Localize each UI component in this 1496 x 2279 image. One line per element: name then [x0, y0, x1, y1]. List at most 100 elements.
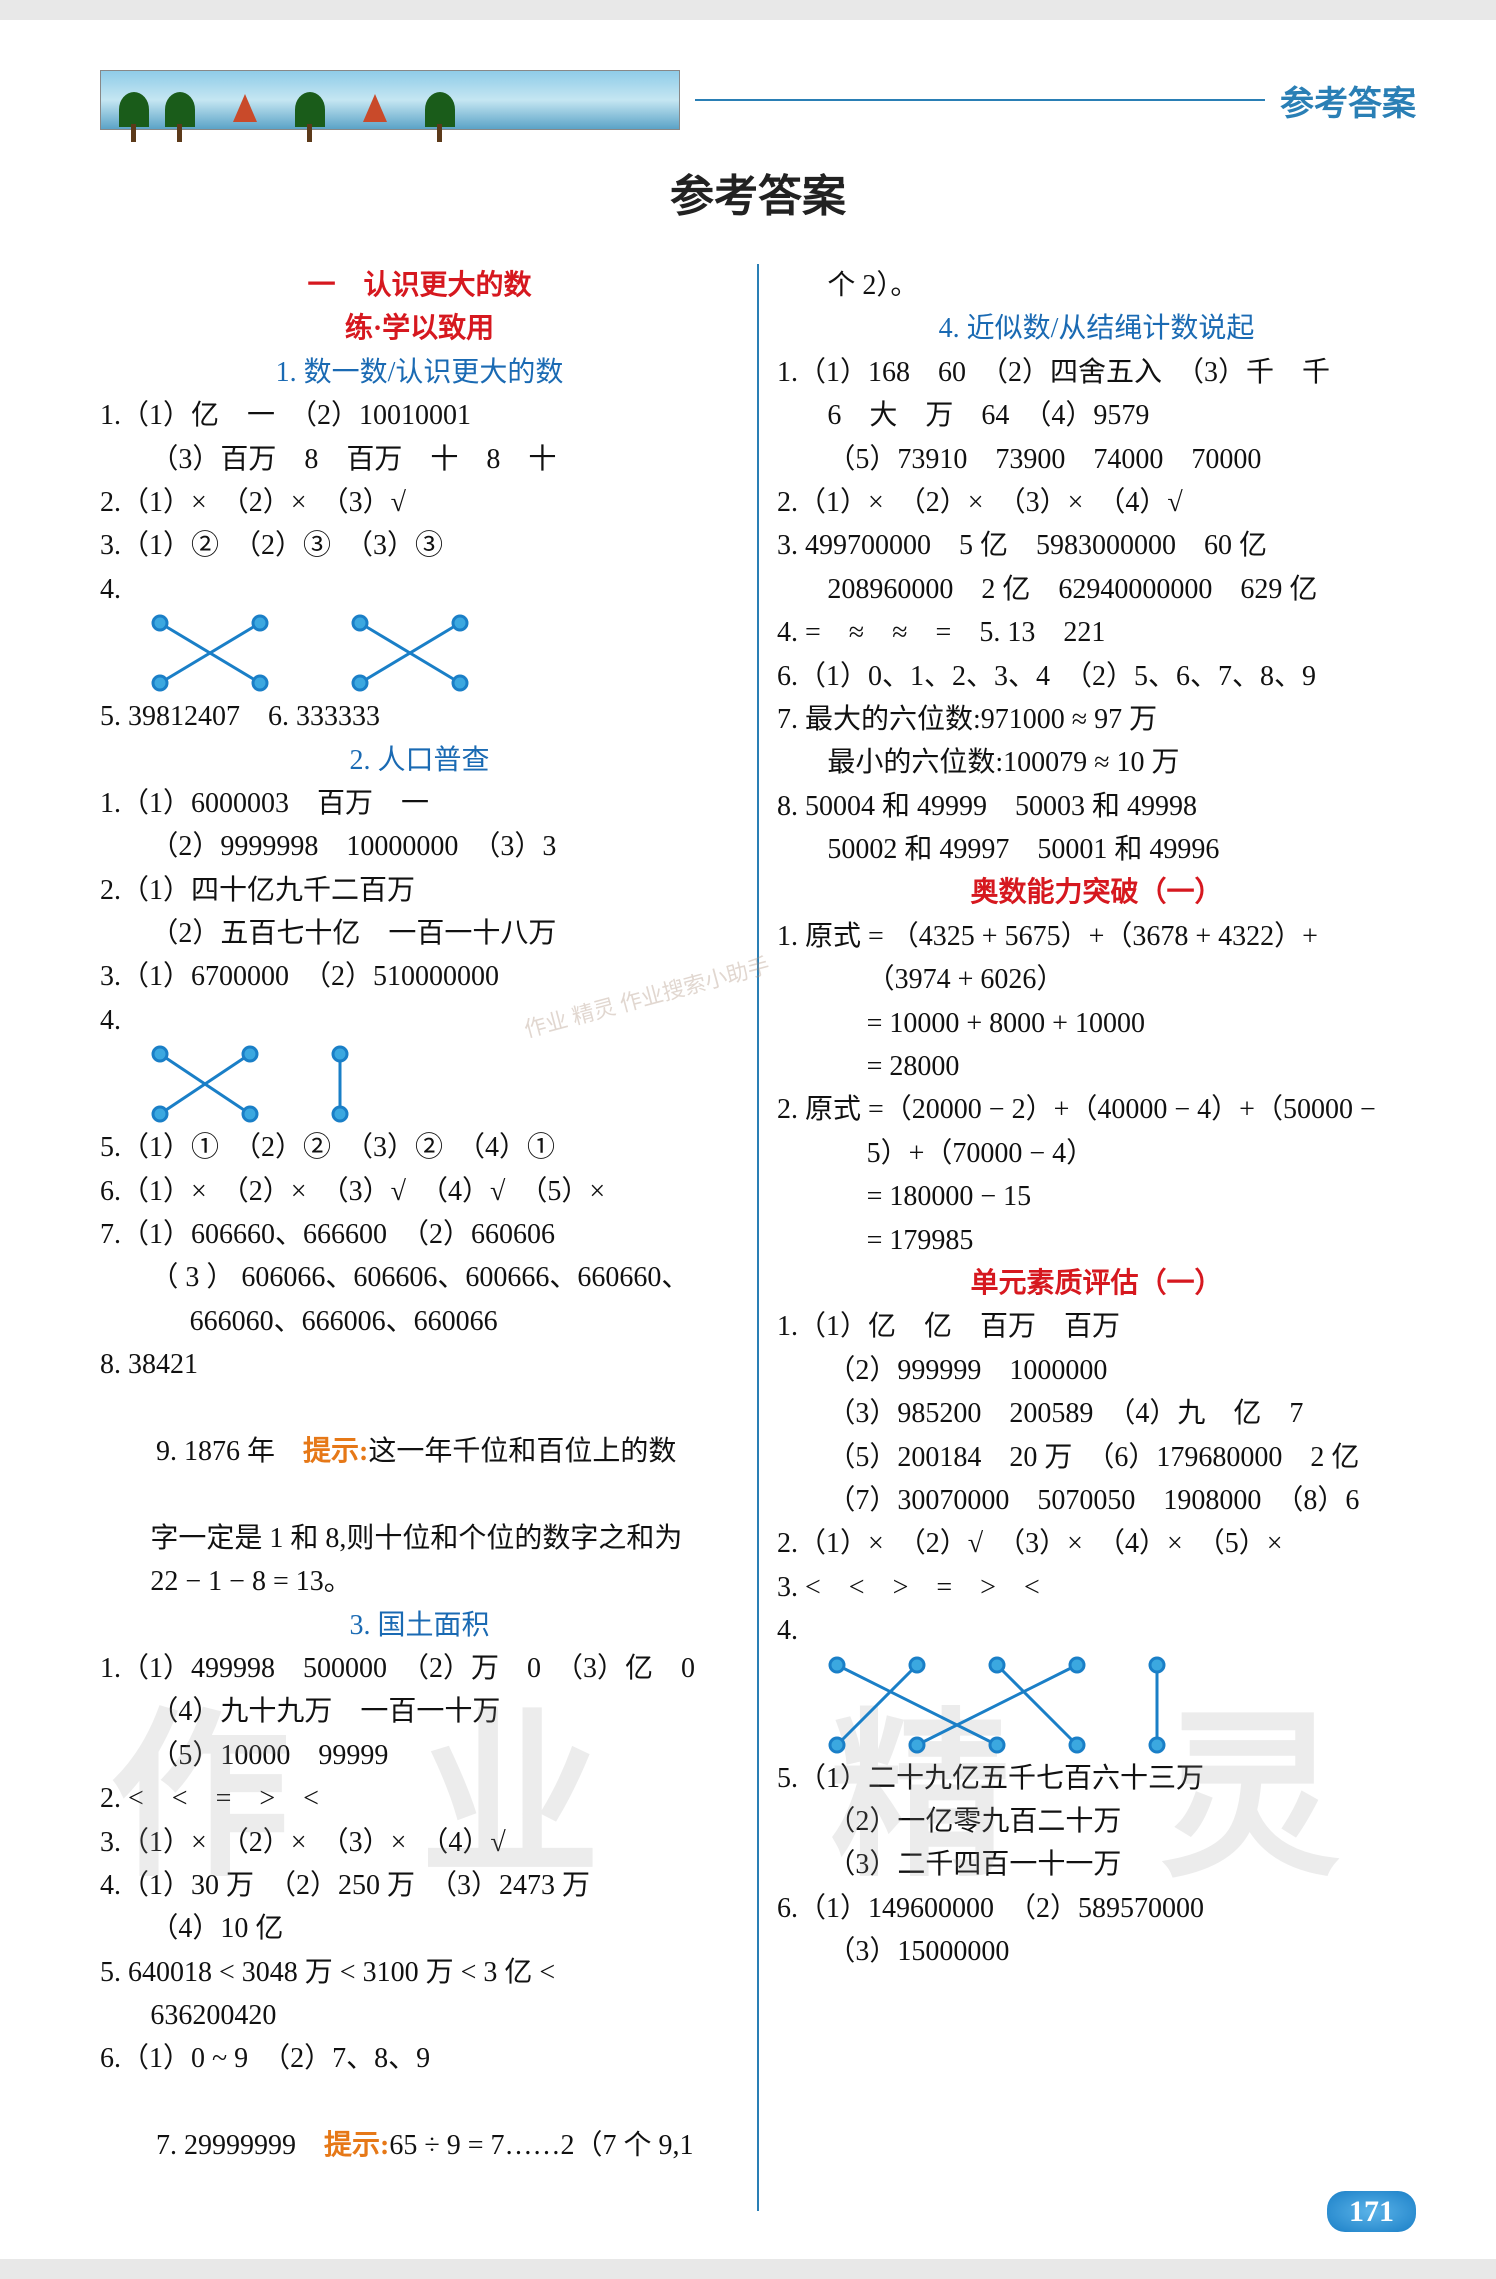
- answer-line: 4. = ≈ ≈ = 5. 13 221: [777, 611, 1416, 654]
- answer-line: 3.（1）6700000 （2）510000000: [100, 955, 739, 998]
- palm-icon: [425, 92, 455, 127]
- answer-line: 6.（1）149600000 （2）589570000: [777, 1887, 1416, 1930]
- answer-line: 2.（1）四十亿九千二百万: [100, 869, 739, 912]
- subsection-heading: 4. 近似数/从结绳计数说起: [777, 307, 1416, 350]
- answer-line: （4）10 亿: [100, 1907, 739, 1950]
- page: 作 业 精 灵 作业 精灵 作业搜索小助手 参考答案 参考答案 一 认识更大的数…: [0, 20, 1496, 2259]
- answer-line: 5. 39812407 6. 333333: [100, 695, 739, 738]
- answer-line: 208960000 2 亿 62940000000 629 亿: [777, 568, 1416, 611]
- answer-line: 1.（1）6000003 百万 一: [100, 782, 739, 825]
- answer-line: 1.（1）亿 亿 百万 百万: [777, 1305, 1416, 1348]
- answer-line: 个 2）。: [777, 264, 1416, 307]
- header-banner-image: [100, 70, 680, 130]
- palm-icon: [165, 92, 195, 127]
- answer-line: 5. 640018 < 3048 万 < 3100 万 < 3 亿 <: [100, 1951, 739, 1994]
- hint-label: 提示:: [303, 1436, 368, 1467]
- matching-diagram-3: [817, 1655, 1416, 1755]
- answer-line: 9. 1876 年 提示:这一年千位和百位上的数: [100, 1387, 739, 1517]
- answer-line: （4）九十九万 一百一十万: [100, 1690, 739, 1733]
- answer-line: （3）15000000: [777, 1930, 1416, 1973]
- answer-line: 3.（1）× （2）× （3）× （4）√: [100, 1821, 739, 1864]
- answer-line: （5）10000 99999: [100, 1734, 739, 1777]
- answer-line: （2）9999998 10000000 （3）3: [100, 825, 739, 868]
- column-divider: [757, 264, 759, 2211]
- answer-line: （3）二千四百一十一万: [777, 1843, 1416, 1886]
- page-header: 参考答案: [100, 70, 1416, 130]
- answer-text: 这一年千位和百位上的数: [368, 1436, 676, 1467]
- answer-line: 4.（1）30 万 （2）250 万 （3）2473 万: [100, 1864, 739, 1907]
- answer-line: 2. 原式 =（20000 − 2）+（40000 − 4）+（50000 −: [777, 1088, 1416, 1131]
- answer-line: 1. 原式 = （4325 + 5675）+（3678 + 4322）+: [777, 915, 1416, 958]
- answer-line: 5）+（70000 − 4）: [777, 1132, 1416, 1175]
- answer-line: = 179985: [777, 1219, 1416, 1262]
- answer-line: 8. 50004 和 49999 50003 和 49998: [777, 785, 1416, 828]
- matching-diagram-1: [140, 613, 739, 693]
- answer-line: 1.（1）168 60 （2）四舍五入 （3）千 千: [777, 351, 1416, 394]
- answer-line: 6 大 万 64 （4）9579: [777, 394, 1416, 437]
- answer-line: （5）73910 73900 74000 70000: [777, 438, 1416, 481]
- answer-line: （3974 + 6026）: [777, 958, 1416, 1001]
- page-number: 171: [1327, 2195, 1416, 2229]
- page-title: 参考答案: [100, 160, 1416, 224]
- palm-icon: [119, 92, 149, 127]
- subsection-heading: 2. 人口普查: [100, 739, 739, 782]
- section-subtitle: 练·学以致用: [100, 307, 739, 350]
- answer-line: 5.（1）二十九亿五千七百六十三万: [777, 1757, 1416, 1800]
- subsection-heading: 1. 数一数/认识更大的数: [100, 351, 739, 394]
- answer-line: 666060、666006、660066: [100, 1300, 739, 1343]
- matching-diagram-2: [140, 1044, 739, 1124]
- answer-line: （5）200184 20 万 （6）179680000 2 亿: [777, 1436, 1416, 1479]
- answer-line: 2.（1）× （2）× （3）× （4）√: [777, 481, 1416, 524]
- content-columns: 一 认识更大的数 练·学以致用 1. 数一数/认识更大的数 1.（1）亿 一 （…: [100, 264, 1416, 2211]
- answer-line: 1.（1）499998 500000 （2）万 0 （3）亿 0: [100, 1647, 739, 1690]
- section-title: 单元素质评估（一）: [777, 1262, 1416, 1305]
- answer-text: 65 ÷ 9 = 7……2（7 个 9,1: [389, 2130, 693, 2161]
- answer-line: = 180000 − 15: [777, 1175, 1416, 1218]
- answer-line: 6.（1）0、1、2、3、4 （2）5、6、7、8、9: [777, 655, 1416, 698]
- page-number-badge: 171: [1327, 2191, 1416, 2232]
- answer-line: 7.（1）606660、666600 （2）660606: [100, 1213, 739, 1256]
- answer-line: 3.（1）② （2）③ （3）③: [100, 524, 739, 567]
- answer-text: 9. 1876 年: [156, 1436, 303, 1467]
- answer-line: 7. 29999999 提示:65 ÷ 9 = 7……2（7 个 9,1: [100, 2081, 739, 2211]
- hint-label: 提示:: [324, 2130, 389, 2161]
- answer-text: 7. 29999999: [156, 2130, 324, 2161]
- answer-line: （7）30070000 5070050 1908000 （8）6: [777, 1479, 1416, 1522]
- answer-line: （ 3 ） 606066、606606、600666、660660、: [100, 1256, 739, 1299]
- answer-line: 5.（1）① （2）② （3）② （4）①: [100, 1126, 739, 1169]
- right-column: 个 2）。 4. 近似数/从结绳计数说起 1.（1）168 60 （2）四舍五入…: [777, 264, 1416, 2211]
- answer-line: 字一定是 1 和 8,则十位和个位的数字之和为: [100, 1517, 739, 1560]
- sailboat-icon: [363, 94, 387, 122]
- answer-line: （2）五百七十亿 一百一十八万: [100, 912, 739, 955]
- header-label: 参考答案: [1280, 76, 1416, 125]
- answer-line: 3. 499700000 5 亿 5983000000 60 亿: [777, 524, 1416, 567]
- answer-line: = 28000: [777, 1045, 1416, 1088]
- answer-line: 4.: [777, 1609, 1416, 1652]
- section-title: 奥数能力突破（一）: [777, 871, 1416, 914]
- answer-line: 4.: [100, 999, 739, 1042]
- answer-line: 6.（1）0 ~ 9 （2）7、8、9: [100, 2037, 739, 2080]
- section-title: 一 认识更大的数: [100, 264, 739, 307]
- answer-line: 636200420: [100, 1994, 739, 2037]
- subsection-heading: 3. 国土面积: [100, 1604, 739, 1647]
- answer-line: （3）百万 8 百万 十 8 十: [100, 438, 739, 481]
- answer-line: = 10000 + 8000 + 10000: [777, 1002, 1416, 1045]
- palm-icon: [295, 92, 325, 127]
- sailboat-icon: [233, 94, 257, 122]
- answer-line: 22 − 1 − 8 = 13。: [100, 1560, 739, 1603]
- answer-line: 2. < < = > <: [100, 1777, 739, 1820]
- header-rule: [695, 99, 1265, 101]
- answer-line: 3. < < > = > <: [777, 1566, 1416, 1609]
- answer-line: 7. 最大的六位数:971000 ≈ 97 万: [777, 698, 1416, 741]
- answer-line: 2.（1）× （2）√ （3）× （4）× （5）×: [777, 1522, 1416, 1565]
- left-column: 一 认识更大的数 练·学以致用 1. 数一数/认识更大的数 1.（1）亿 一 （…: [100, 264, 739, 2211]
- answer-line: （3）985200 200589 （4）九 亿 7: [777, 1392, 1416, 1435]
- answer-line: 50002 和 49997 50001 和 49996: [777, 828, 1416, 871]
- answer-line: 2.（1）× （2）× （3）√: [100, 481, 739, 524]
- answer-line: 4.: [100, 568, 739, 611]
- answer-line: 最小的六位数:100079 ≈ 10 万: [777, 741, 1416, 784]
- answer-line: 6.（1）× （2）× （3）√ （4）√ （5）×: [100, 1170, 739, 1213]
- answer-line: （2）一亿零九百二十万: [777, 1800, 1416, 1843]
- answer-line: （2）999999 1000000: [777, 1349, 1416, 1392]
- answer-line: 1.（1）亿 一 （2）10010001: [100, 394, 739, 437]
